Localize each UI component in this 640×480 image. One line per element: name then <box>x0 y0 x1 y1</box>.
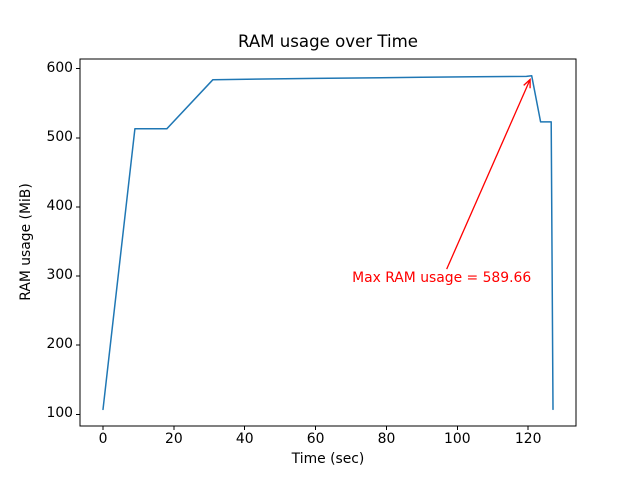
x-tick-label: 120 <box>514 431 542 447</box>
x-tick-label: 20 <box>165 431 183 447</box>
x-tick-label: 0 <box>98 431 108 447</box>
x-tick-label: 100 <box>444 431 471 447</box>
x-tick-label: 40 <box>235 431 254 447</box>
chart-title: RAM usage over Time <box>237 32 419 51</box>
annotation-arrow <box>446 77 531 270</box>
y-tick-label: 300 <box>46 267 73 284</box>
y-tick-label: 500 <box>46 128 73 145</box>
y-axis-label: RAM usage (MiB) <box>18 183 34 301</box>
x-tick-label: 60 <box>306 431 325 447</box>
plot-line-ram-usage <box>102 75 554 411</box>
x-axis-label: Time (sec) <box>291 451 365 467</box>
y-tick-label: 100 <box>46 405 73 422</box>
axes-spines <box>79 58 577 427</box>
y-tick-label: 600 <box>46 59 73 76</box>
y-tick-label: 400 <box>46 197 73 214</box>
x-tick-label: 80 <box>377 431 396 447</box>
y-tick-label: 200 <box>46 336 73 353</box>
max-ram-annotation: Max RAM usage = 589.66 <box>352 270 532 287</box>
